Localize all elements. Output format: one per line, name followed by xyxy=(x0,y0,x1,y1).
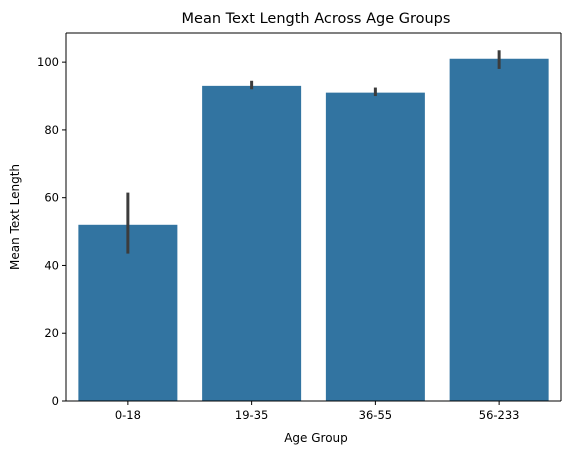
bars xyxy=(78,58,549,402)
y-tick-label: 100 xyxy=(37,55,59,69)
bar-19-35 xyxy=(202,85,302,401)
x-axis-label: Age Group xyxy=(284,431,348,445)
bar-36-55 xyxy=(325,92,425,402)
y-tick-label: 0 xyxy=(52,394,59,408)
y-tick-label: 40 xyxy=(44,258,59,272)
y-tick-label: 80 xyxy=(44,123,59,137)
y-tick-label: 20 xyxy=(44,326,59,340)
axes xyxy=(65,32,562,402)
bar-0-18 xyxy=(78,224,178,401)
x-tick-label: 36-55 xyxy=(359,408,392,422)
error-bars xyxy=(126,50,501,254)
x-ticks: 0-18 19-35 36-55 56-233 xyxy=(115,401,520,422)
x-tick-label: 19-35 xyxy=(235,408,268,422)
x-tick-label: 56-233 xyxy=(479,408,520,422)
y-axis-label: Mean Text Length xyxy=(8,164,22,270)
y-tick-label: 60 xyxy=(44,191,59,205)
chart-title: Mean Text Length Across Age Groups xyxy=(182,11,451,27)
y-ticks: 0 20 40 60 80 100 xyxy=(37,55,66,408)
x-tick-label: 0-18 xyxy=(115,408,141,422)
bar-56-233 xyxy=(449,58,549,401)
